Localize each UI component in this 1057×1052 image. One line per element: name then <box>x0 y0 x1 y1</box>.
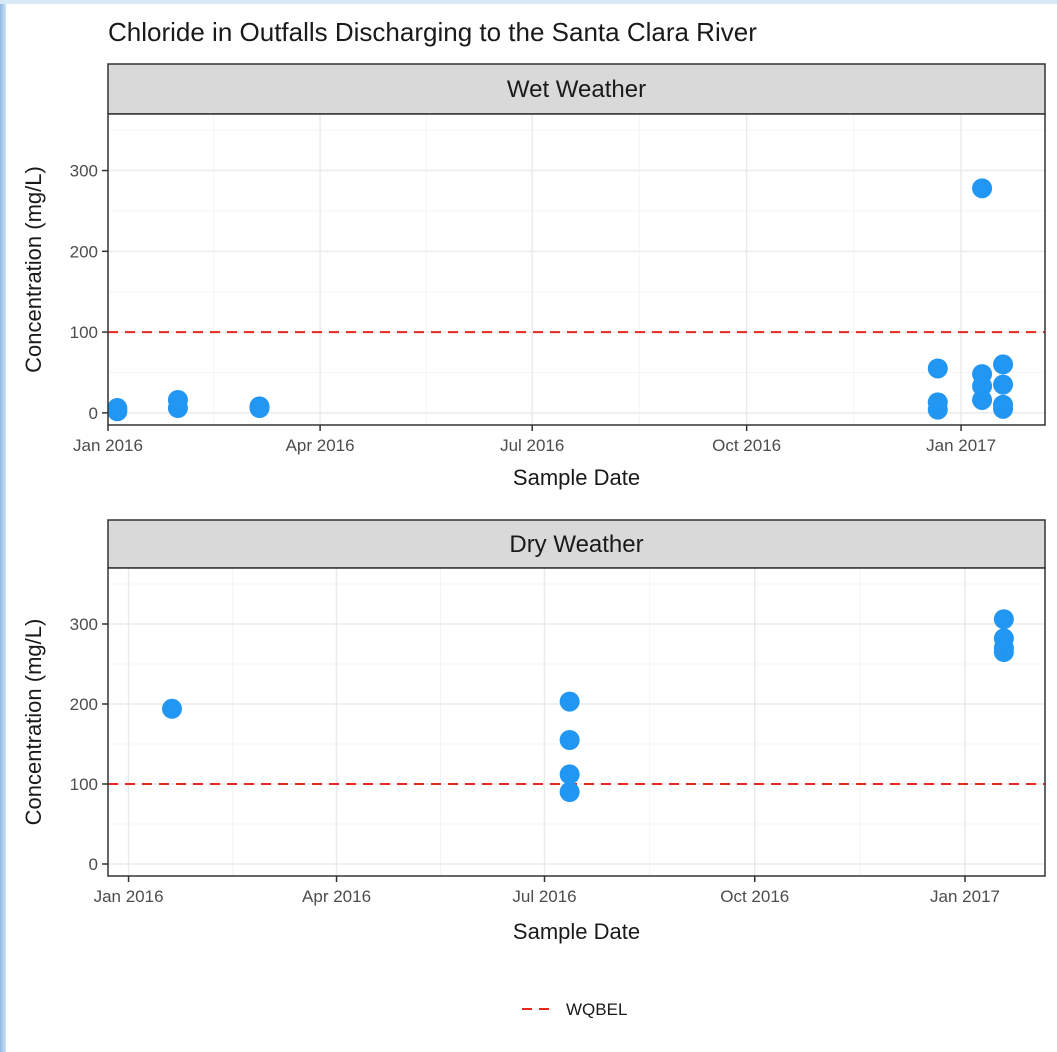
y-tick-label: 0 <box>89 855 98 874</box>
x-axis-ticks: Jan 2016 Apr 2016 Jul 2016 Oct 2016 Jan 2017 <box>94 876 1000 906</box>
y-tick-label: 100 <box>70 323 98 342</box>
data-point <box>993 628 1014 649</box>
x-tick-label: Jan 2016 <box>94 887 164 906</box>
data-point <box>559 782 580 802</box>
chart-title: Chloride in Outfalls Discharging to the … <box>108 17 757 47</box>
y-axis-ticks: 0 100 200 300 <box>70 615 108 874</box>
x-axis-title: Sample Date <box>513 465 640 490</box>
strip-background <box>107 519 1046 569</box>
data-point <box>167 389 188 410</box>
y-tick-label: 100 <box>70 775 98 794</box>
grid-lines <box>108 568 1045 876</box>
x-tick-label: Jan 2017 <box>930 887 1000 906</box>
plot-background <box>108 114 1045 425</box>
panel-border <box>107 113 1046 426</box>
data-points <box>107 178 1014 422</box>
y-tick-label: 200 <box>70 242 98 261</box>
data-point <box>993 609 1014 630</box>
data-point <box>993 374 1014 395</box>
y-axis-title: Concentration (mg/L) <box>21 619 46 826</box>
strip-label: Dry Weather <box>509 531 643 558</box>
legend: WQBEL <box>522 1000 627 1019</box>
data-point <box>993 394 1014 415</box>
x-axis-title: Sample Date <box>513 919 640 944</box>
data-point <box>161 698 182 719</box>
y-tick-label: 300 <box>70 162 98 181</box>
data-point <box>972 364 993 385</box>
y-tick-label: 300 <box>70 615 98 634</box>
x-tick-label: Jan 2017 <box>926 436 996 455</box>
data-point <box>559 691 580 712</box>
data-point <box>972 389 993 410</box>
plot-background <box>108 568 1045 876</box>
x-tick-label: Oct 2016 <box>712 436 781 455</box>
x-tick-label: Jan 2016 <box>73 436 143 455</box>
top-edge-decoration <box>0 0 1057 4</box>
data-point <box>107 398 128 419</box>
x-tick-label: Apr 2016 <box>286 436 355 455</box>
strip-background <box>107 63 1046 115</box>
data-point <box>249 396 270 417</box>
data-point <box>559 764 580 785</box>
x-tick-label: Oct 2016 <box>720 887 789 906</box>
data-points <box>161 609 1014 802</box>
y-tick-label: 0 <box>89 404 98 423</box>
x-tick-label: Jul 2016 <box>512 887 576 906</box>
data-point <box>559 730 580 750</box>
x-axis-ticks: Jan 2016 Apr 2016 Jul 2016 Oct 2016 Jan 2017 <box>73 425 996 455</box>
data-point <box>972 178 993 199</box>
y-axis-ticks: 0 100 200 300 <box>70 162 108 423</box>
panel-border <box>107 567 1046 877</box>
left-edge-decoration <box>0 0 6 1052</box>
y-axis-title: Concentration (mg/L) <box>21 166 46 373</box>
data-point <box>927 392 948 413</box>
data-point <box>993 354 1014 375</box>
legend-label: WQBEL <box>566 1000 627 1019</box>
data-point <box>927 358 948 379</box>
x-tick-label: Apr 2016 <box>302 887 371 906</box>
x-tick-label: Jul 2016 <box>500 436 564 455</box>
y-tick-label: 200 <box>70 695 98 714</box>
strip-label: Wet Weather <box>507 76 646 103</box>
